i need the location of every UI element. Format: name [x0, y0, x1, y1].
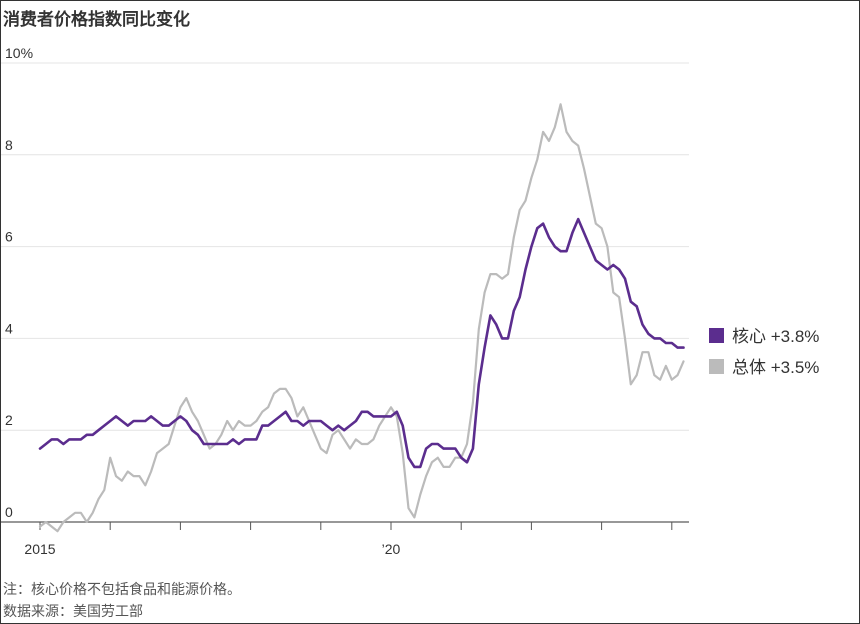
series-line-core	[38, 217, 685, 469]
y-tick-label: 2	[5, 412, 13, 428]
gridlines	[1, 62, 689, 431]
y-tick-label: 10%	[5, 45, 33, 61]
x-tick-label: 2015	[24, 541, 55, 557]
footnote: 注：核心价格不包括食品和能源价格。	[3, 581, 241, 597]
y-tick-label: 8	[5, 137, 13, 153]
y-axis-labels: 0 2 4 6 8 10%	[5, 45, 33, 520]
x-axis: 2015 ’20	[1, 521, 689, 557]
x-tick-label: ’20	[382, 541, 401, 557]
legend-swatch	[709, 328, 724, 343]
legend-label: 核心 +3.8%	[732, 327, 819, 346]
y-tick-label: 6	[5, 229, 13, 245]
source-note: 数据来源：美国劳工部	[3, 603, 143, 619]
legend: 核心 +3.8% 总体 +3.5%	[709, 327, 819, 377]
y-tick-label: 4	[5, 320, 13, 336]
y-tick-label: 0	[5, 504, 13, 520]
legend-swatch	[709, 359, 724, 374]
series-lines	[38, 103, 685, 533]
legend-label: 总体 +3.5%	[732, 358, 819, 377]
chart-title: 消费者价格指数同比变化	[3, 10, 190, 29]
series-line-headline	[38, 103, 685, 533]
